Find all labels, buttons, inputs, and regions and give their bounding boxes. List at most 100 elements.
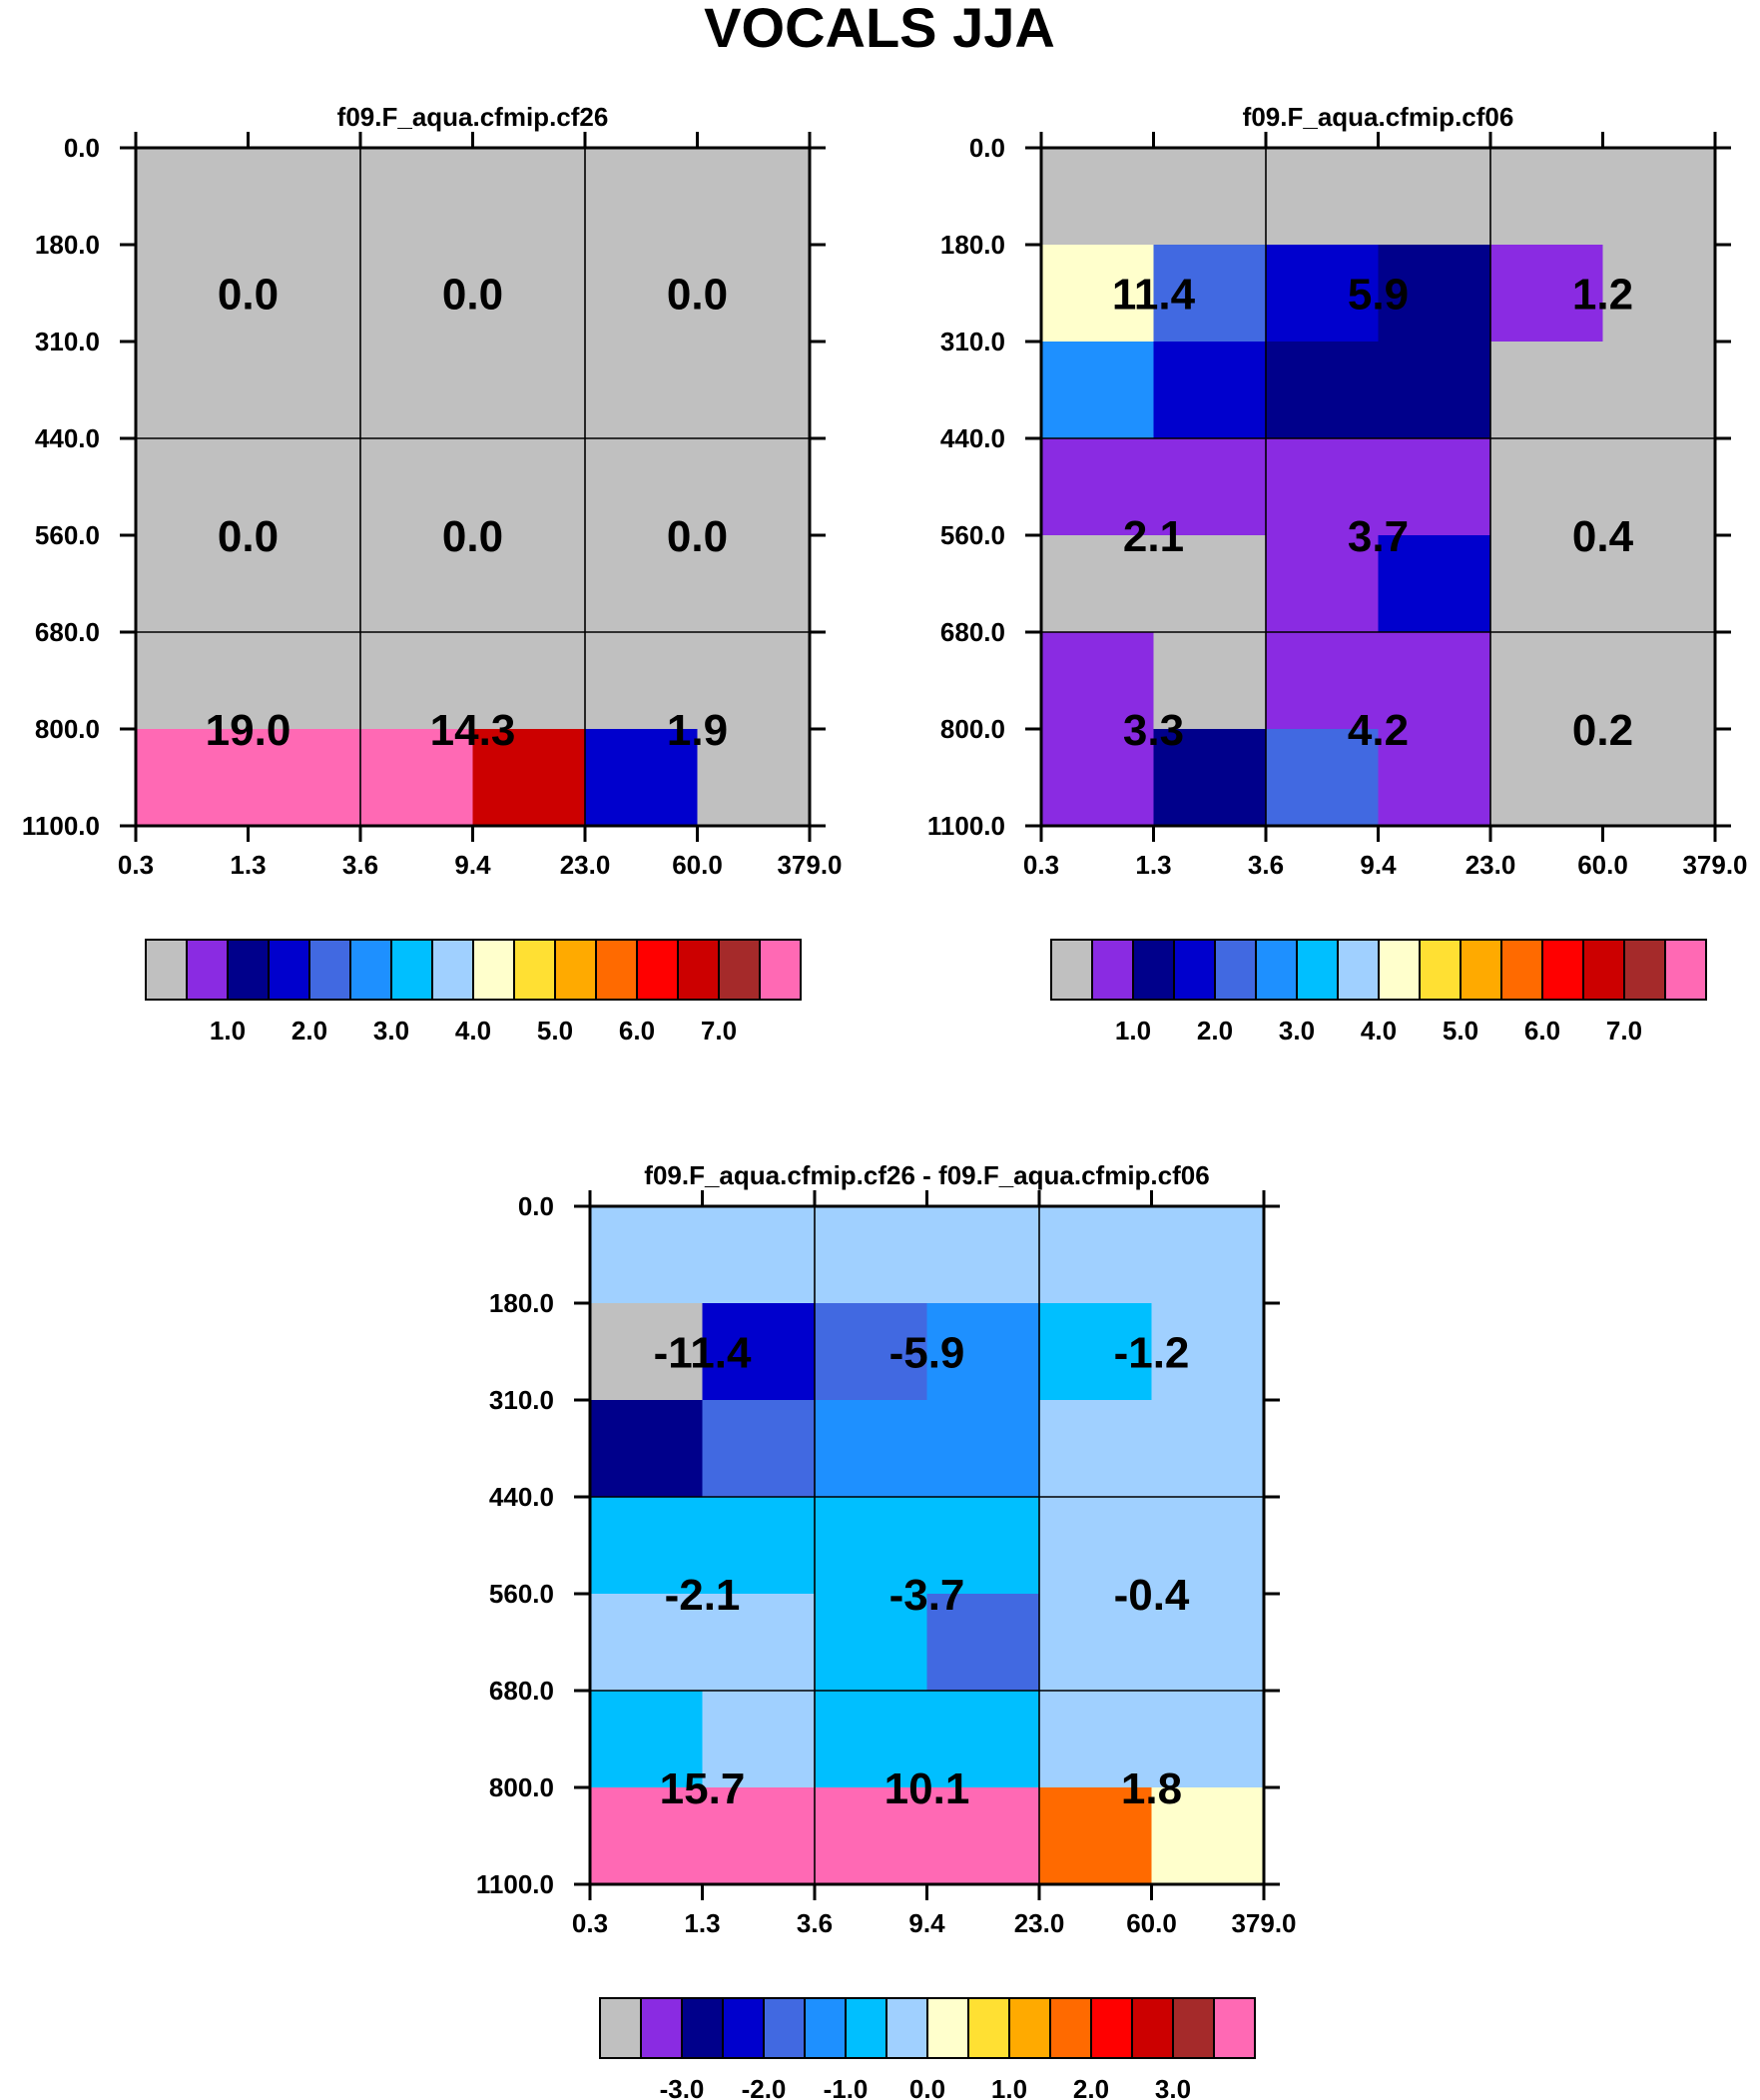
heatmap-cell	[585, 729, 699, 827]
heatmap-cell	[702, 1400, 816, 1498]
heatmap-cell	[1153, 729, 1267, 827]
panel-title: f09.F_aqua.cfmip.cf06	[1243, 102, 1514, 132]
colorbar-box	[1050, 939, 1093, 1001]
heatmap-cell	[815, 1400, 928, 1498]
heatmap-cell	[136, 729, 250, 827]
x-tick-label: 1.3	[230, 850, 266, 880]
x-tick-label: 3.6	[1248, 850, 1284, 880]
colorbar-box	[1255, 939, 1298, 1001]
heatmap-cell	[1041, 438, 1155, 536]
heatmap-cell	[585, 342, 699, 439]
colorbar-box	[967, 1997, 1010, 2059]
y-tick-label: 180.0	[489, 1288, 554, 1318]
colorbar-box	[763, 1997, 806, 2059]
colorbar-box	[640, 1997, 683, 2059]
colorbar-label: 3.0	[373, 1016, 409, 1046]
heatmap-cell	[585, 245, 699, 343]
block-value: -3.7	[889, 1571, 965, 1620]
heatmap-panel-2: f09.F_aqua.cfmip.cf06 0.0 180.0 310.0 440.0 5…	[927, 102, 1748, 880]
panel-title: f09.F_aqua.cfmip.cf26 - f09.F_aqua.cfmip…	[644, 1160, 1209, 1190]
heatmap-cell	[1266, 729, 1380, 827]
heatmap-cell	[585, 632, 699, 730]
y-tick-label: 680.0	[35, 617, 100, 647]
heatmap-cell	[1378, 438, 1491, 536]
y-tick-label: 0.0	[64, 133, 100, 163]
colorbar-box	[845, 1997, 887, 2059]
colorbar-box	[1623, 939, 1666, 1001]
y-tick-label: 310.0	[35, 327, 100, 356]
heatmap-cell	[1041, 342, 1155, 439]
y-tick-label: 1100.0	[927, 811, 1005, 841]
heatmap-cell	[472, 535, 586, 633]
heatmap-cell	[248, 632, 361, 730]
colorbar-1: 1.0 2.0 3.0 4.0 5.0 6.0 7.0	[145, 939, 802, 1046]
heatmap-cell	[697, 438, 811, 536]
colorbar-box	[1090, 1997, 1133, 2059]
colorbar-2: 1.0 2.0 3.0 4.0 5.0 6.0 7.0	[1050, 939, 1707, 1046]
y-tick-label: 800.0	[940, 714, 1005, 744]
heatmap-cell	[926, 1691, 1040, 1788]
block-value: 0.4	[1572, 512, 1634, 561]
block-value: 0.0	[442, 271, 503, 320]
heatmap-cell	[590, 1594, 704, 1692]
block-value: -1.2	[1114, 1329, 1190, 1378]
heatmap-cell	[248, 535, 361, 633]
colorbar-box	[1337, 939, 1380, 1001]
colorbar-label: 5.0	[1443, 1016, 1478, 1046]
colorbar-box	[227, 939, 270, 1001]
heatmap-cell	[1266, 148, 1380, 246]
heatmap-cell	[590, 1497, 704, 1595]
colorbar-label: 1.0	[1115, 1016, 1151, 1046]
heatmap-cell	[590, 1691, 704, 1788]
block-value: 10.1	[884, 1764, 970, 1813]
colorbar-box	[681, 1997, 724, 2059]
heatmap-cell	[248, 438, 361, 536]
heatmap-cell	[1151, 1303, 1265, 1401]
heatmap-cell	[1378, 342, 1491, 439]
heatmap-cell	[590, 1787, 704, 1885]
block-value: 0.0	[218, 512, 279, 561]
block-value: 2.1	[1123, 512, 1184, 561]
y-tick-label: 560.0	[489, 1579, 554, 1609]
x-tick-label: 0.3	[118, 850, 154, 880]
block-value: 5.9	[1348, 271, 1409, 320]
colorbar-label: -2.0	[742, 2074, 787, 2100]
colorbar-box	[1131, 1997, 1174, 2059]
block-value: 1.9	[667, 706, 728, 755]
heatmap-cell	[590, 1400, 704, 1498]
heatmap-panel-1: f09.F_aqua.cfmip.cf26 0.0 180.0 310.0 440.0 5…	[22, 102, 843, 880]
heatmap-cell	[926, 1594, 1040, 1692]
heatmap-cell	[1378, 632, 1491, 730]
heatmap-cell	[815, 1206, 928, 1304]
heatmap-cell	[1378, 535, 1491, 633]
heatmap-cell	[697, 535, 811, 633]
heatmap-cell	[472, 632, 586, 730]
heatmap-cell	[136, 245, 250, 343]
heatmap-cell	[1602, 632, 1716, 730]
block-value: 0.2	[1572, 706, 1633, 755]
colorbar-box	[885, 1997, 928, 2059]
heatmap-cell	[472, 245, 586, 343]
colorbar-box	[431, 939, 474, 1001]
y-tick-label: 800.0	[489, 1772, 554, 1802]
heatmap-cell	[136, 148, 250, 246]
block-value: -11.4	[654, 1329, 752, 1378]
heatmap-cell	[1602, 729, 1716, 827]
colorbar-label: 2.0	[292, 1016, 327, 1046]
colorbar-box	[308, 939, 351, 1001]
heatmap-cell	[1041, 729, 1155, 827]
x-tick-label: 23.0	[560, 850, 611, 880]
y-tick-label: 440.0	[35, 423, 100, 453]
colorbar-box	[1460, 939, 1502, 1001]
colorbar-label: -1.0	[824, 2074, 869, 2100]
colorbar-box	[595, 939, 638, 1001]
block-value: -5.9	[889, 1329, 965, 1378]
y-tick-label: 560.0	[35, 520, 100, 550]
colorbar-box	[1173, 939, 1216, 1001]
heatmap-cell	[1039, 1691, 1153, 1788]
colorbar-label: 4.0	[1361, 1016, 1397, 1046]
heatmap-cell	[360, 342, 474, 439]
heatmap-cell	[136, 535, 250, 633]
x-tick-label: 9.4	[454, 850, 491, 880]
